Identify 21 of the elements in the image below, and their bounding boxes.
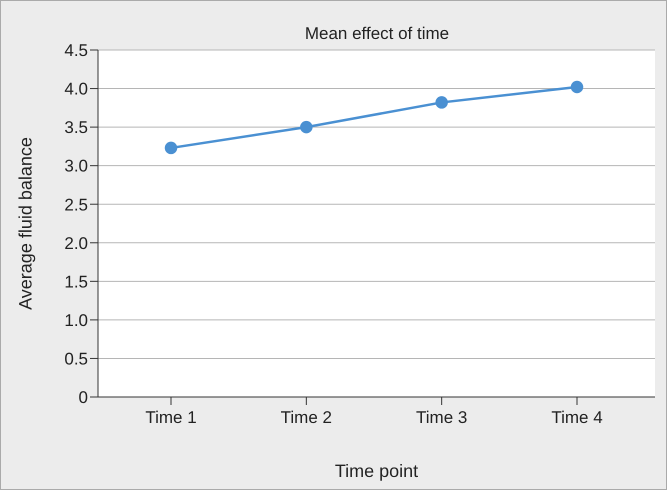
y-axis-title: Average fluid balance: [15, 137, 36, 310]
x-axis-title: Time point: [334, 461, 418, 481]
y-tick-label: 1.5: [64, 272, 88, 292]
y-tick-label: 4.0: [64, 80, 88, 99]
point: [300, 120, 313, 134]
chart-title: Mean effect of time: [304, 24, 450, 44]
y-tick-label: 3.5: [64, 118, 88, 138]
x-tick-label: Time 1: [145, 408, 197, 428]
y-tick-label: 0: [78, 388, 88, 408]
y-tick-label: 0.5: [64, 349, 88, 368]
x-tick-label: Time 2: [280, 408, 332, 428]
y-tick-label: 2.5: [64, 195, 88, 214]
point: [570, 80, 584, 94]
point: [435, 96, 448, 109]
x-tick-label: Time 3: [416, 408, 468, 428]
y-tick-label: 3.0: [64, 156, 88, 176]
y-tick-label: 2.0: [64, 234, 88, 253]
y-tick-label: 4.5: [64, 41, 88, 60]
point: [164, 142, 178, 154]
y-tick-label: 1.0: [64, 310, 88, 330]
x-tick-label: Time 4: [551, 408, 603, 428]
